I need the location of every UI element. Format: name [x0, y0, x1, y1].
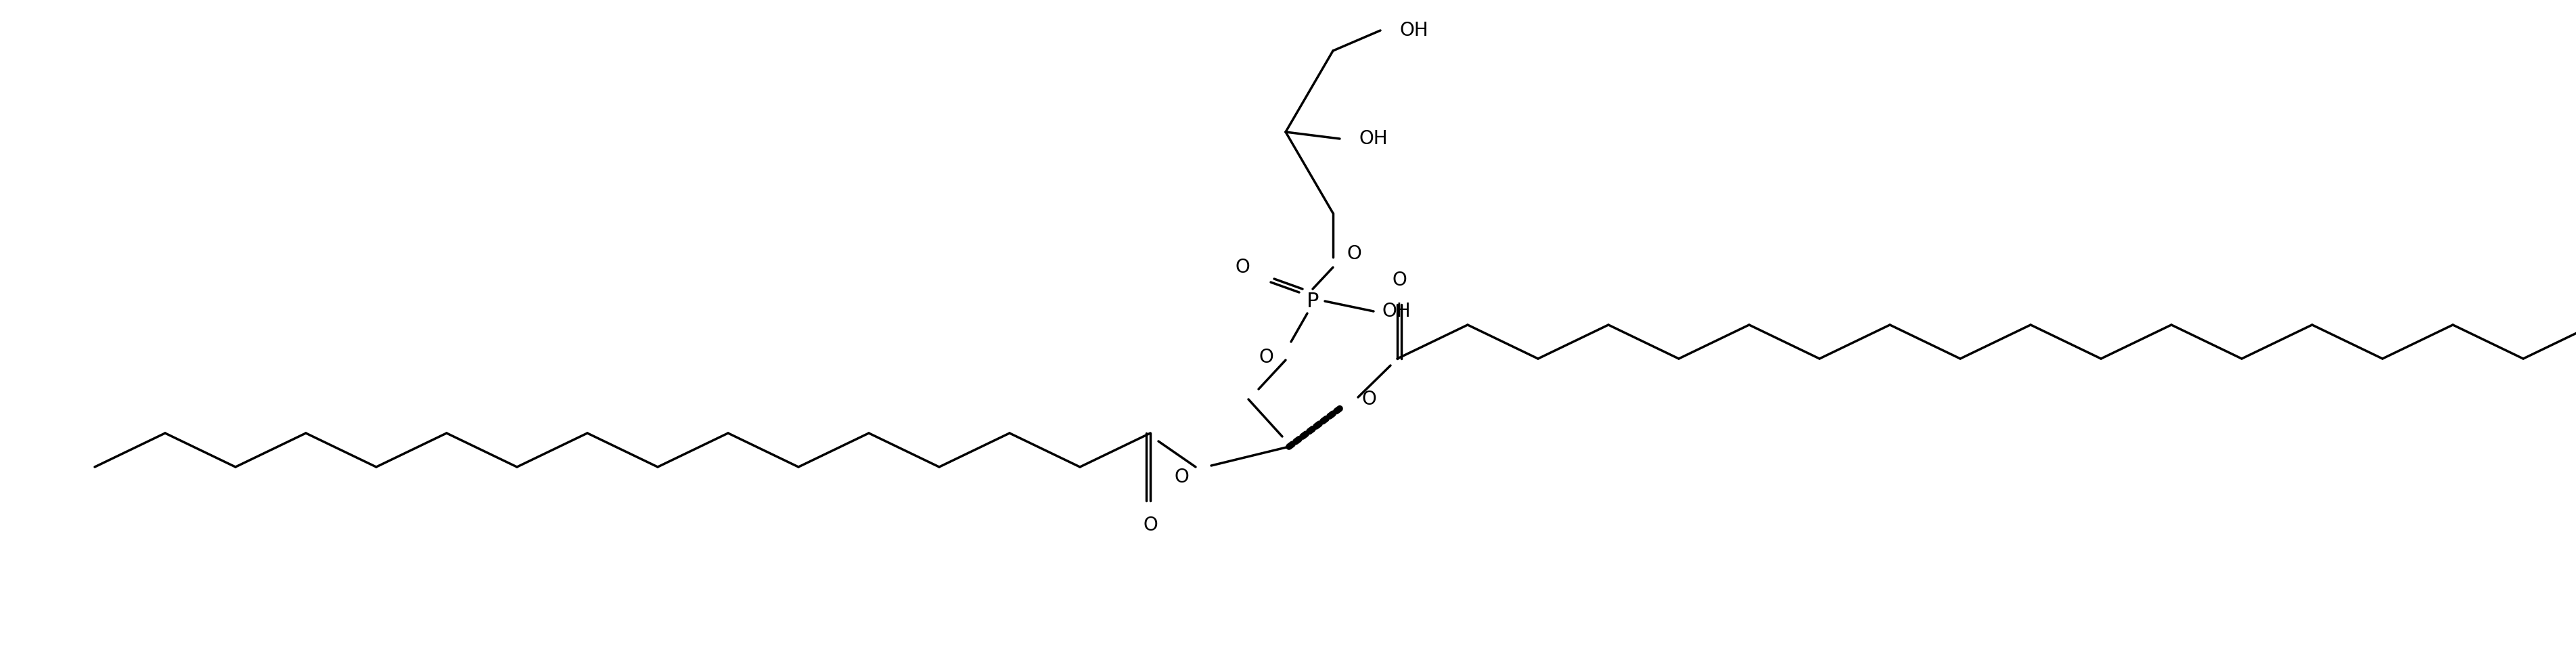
Text: OH: OH: [1399, 21, 1427, 40]
Text: OH: OH: [1381, 302, 1412, 321]
Text: O: O: [1260, 348, 1273, 366]
Text: O: O: [1363, 390, 1376, 409]
Text: O: O: [1234, 258, 1249, 277]
Text: OH: OH: [1358, 129, 1388, 148]
Text: O: O: [1347, 245, 1360, 263]
Text: O: O: [1175, 468, 1190, 486]
Text: P: P: [1306, 291, 1319, 311]
Text: O: O: [1391, 271, 1406, 289]
Text: O: O: [1144, 516, 1157, 535]
